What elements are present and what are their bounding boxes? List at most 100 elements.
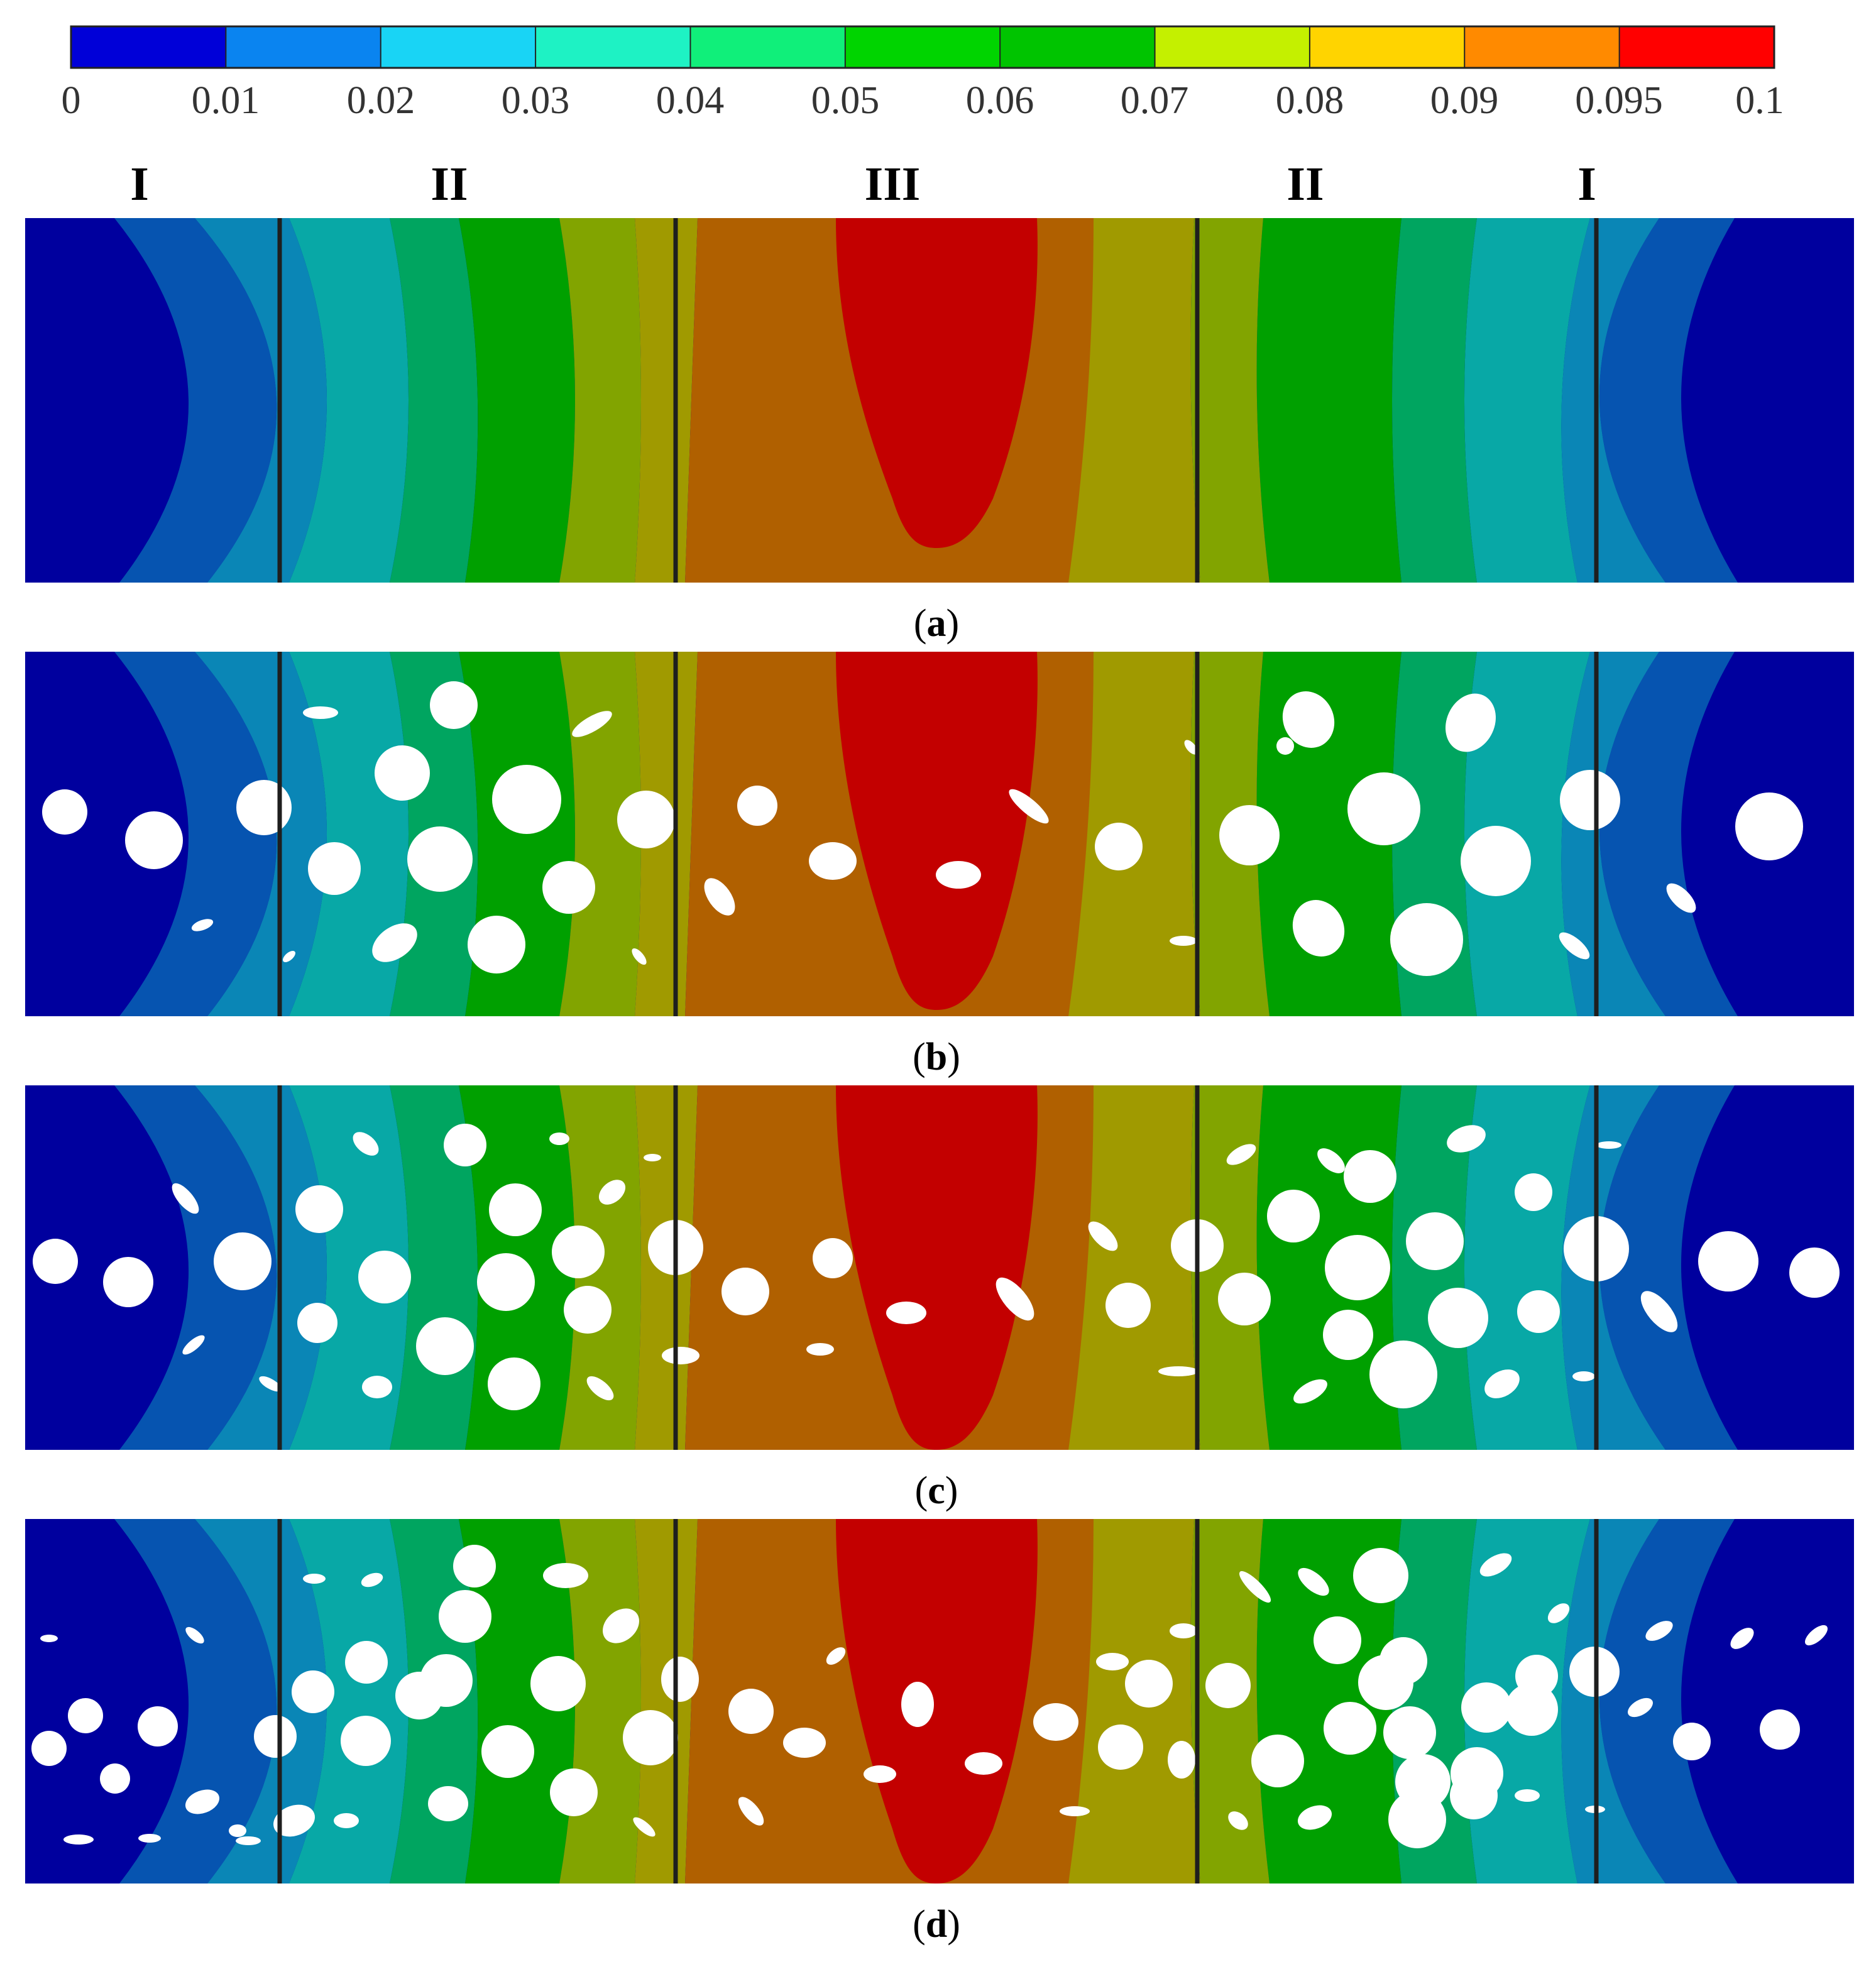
particle [598, 1180, 626, 1205]
colorbar-tick-label: 0.095 [1575, 79, 1663, 122]
contour-zone [195, 1085, 327, 1450]
particle [185, 1789, 220, 1814]
contour-zone [289, 1085, 409, 1450]
particle [182, 1335, 205, 1355]
particle [737, 786, 777, 826]
particle [1205, 1663, 1251, 1708]
particle [806, 1343, 834, 1356]
particle [644, 1154, 661, 1161]
particle [1484, 1369, 1520, 1398]
particle [1804, 1625, 1828, 1646]
panel-d [25, 1519, 1854, 1884]
contour-zone [1464, 1085, 1590, 1450]
particle [254, 1715, 297, 1758]
colorbar-tick-label: 0.05 [811, 79, 880, 122]
particle [704, 878, 735, 916]
particle [1735, 792, 1803, 860]
particle [1219, 805, 1280, 865]
contour-zone [559, 1085, 641, 1450]
particle [375, 745, 430, 801]
contour-zone [289, 1519, 409, 1884]
particle [543, 1563, 588, 1588]
contour-zone [289, 652, 409, 1016]
particle [1596, 1141, 1621, 1149]
colorbar-tick-label: 0.07 [1121, 79, 1189, 122]
particle [292, 1670, 334, 1713]
particle [1547, 1603, 1570, 1623]
contour-zone [1392, 218, 1477, 583]
particle [1390, 903, 1463, 976]
particle [273, 1804, 315, 1837]
particle [826, 1647, 846, 1665]
particle [1226, 1144, 1256, 1165]
region-label-II-right: II [1286, 158, 1324, 211]
contour-zone [635, 218, 698, 583]
particle [303, 1574, 326, 1584]
particle [372, 923, 417, 962]
contour-zone [1256, 218, 1402, 583]
particle [572, 711, 612, 737]
particle [661, 1657, 699, 1702]
colorbar-tick-label: 0.1 [1735, 79, 1784, 122]
particle [633, 1817, 656, 1837]
contour-zone [1561, 218, 1665, 583]
particle [1324, 1702, 1376, 1755]
colorbar-tick-label: 0.09 [1430, 79, 1499, 122]
colorbar-segment [690, 26, 846, 68]
contour-zone [289, 218, 409, 583]
particle [63, 1834, 94, 1845]
contour-zone [195, 652, 327, 1016]
red-core-zone [836, 1085, 1038, 1450]
particle [632, 948, 647, 965]
panel-c [25, 1085, 1854, 1450]
particle [334, 1813, 359, 1828]
particle [1572, 1371, 1595, 1381]
particle [283, 951, 295, 962]
colorbar-segment [1000, 26, 1156, 68]
particle [1344, 1150, 1396, 1203]
particle [1282, 691, 1335, 748]
particle [542, 861, 595, 914]
contour-zone [1599, 218, 1738, 583]
contour-zone [390, 218, 478, 583]
particle [341, 1716, 391, 1766]
particle [42, 789, 87, 835]
region-label-I-right: I [1577, 158, 1596, 211]
colorbar-tick-label: 0.06 [966, 79, 1034, 122]
particle [1645, 1621, 1673, 1641]
particle [488, 1357, 540, 1410]
region-label-III: III [865, 158, 921, 211]
red-core-zone [836, 652, 1038, 1010]
particle [103, 1257, 153, 1307]
particle [1505, 1683, 1558, 1736]
particle [1388, 1790, 1446, 1848]
contour-zone [459, 218, 575, 583]
particle [303, 706, 338, 719]
particle [1383, 1706, 1436, 1759]
colorbar: 0 0.01 0.02 0.03 0.04 0.05 0.06 0.07 0.0… [62, 25, 1784, 122]
particle [1358, 1655, 1413, 1710]
particle [564, 1286, 612, 1334]
particle [1033, 1703, 1078, 1741]
particle [489, 1183, 542, 1236]
caption-d: (d) [913, 1903, 960, 1946]
particle [40, 1635, 58, 1642]
particle [552, 1226, 605, 1278]
particle [1353, 1548, 1408, 1603]
particle [864, 1765, 896, 1783]
contour-zone [1599, 652, 1738, 1016]
particle [1125, 1660, 1173, 1708]
particle [1168, 1741, 1195, 1779]
particle [138, 1706, 178, 1746]
particle [617, 791, 675, 848]
panel-b [25, 652, 1854, 1016]
colorbar-segment [1309, 26, 1465, 68]
particle [1239, 1571, 1271, 1603]
colorbar-tick-label: 0.03 [502, 79, 570, 122]
particle [125, 811, 183, 869]
particle [492, 765, 561, 834]
particle [721, 1268, 769, 1315]
colorbar-tick-label: 0.08 [1276, 79, 1344, 122]
region-label-I-left: I [130, 158, 149, 211]
contour-zone [195, 1519, 327, 1884]
